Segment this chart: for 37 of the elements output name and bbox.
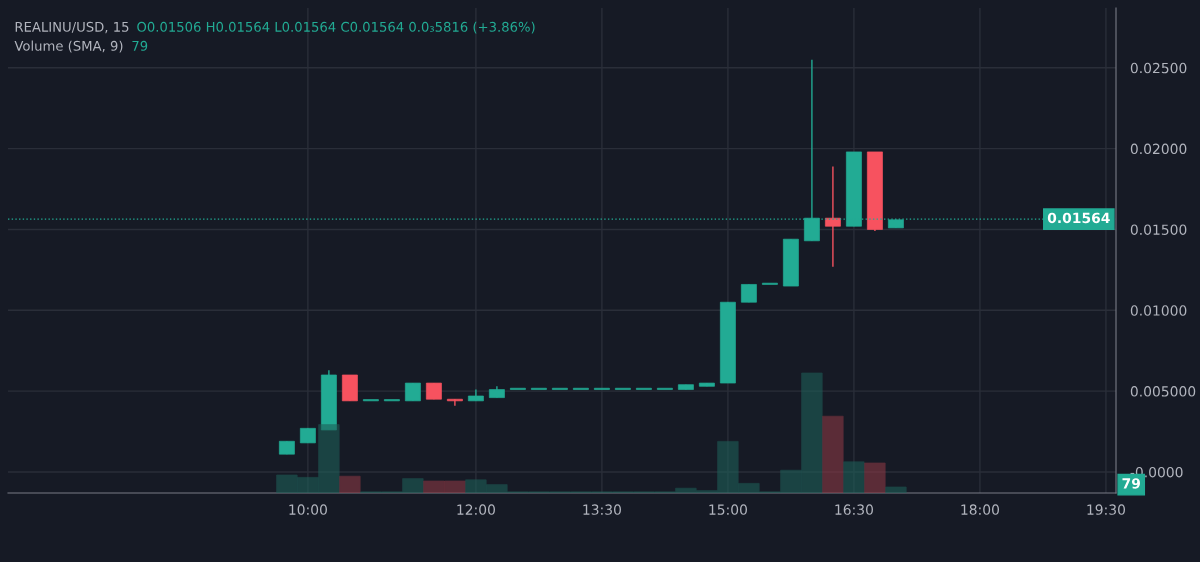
- bar: [276, 474, 298, 493]
- bar: [801, 372, 823, 493]
- x-tick-label: 16:30: [835, 504, 873, 515]
- bar: [822, 415, 844, 493]
- bar: [675, 487, 697, 493]
- x-tick-label: 15:00: [709, 504, 747, 515]
- chart-title: Volume (SMA, 9): [14, 40, 123, 53]
- y-tick-label: 0.02000: [1130, 143, 1187, 155]
- x-tick-label: 12:00: [457, 504, 495, 515]
- annotation: 79: [132, 40, 148, 51]
- bar: [339, 475, 361, 493]
- y-tick-label: 0.01000: [1130, 305, 1187, 316]
- x-tick-label: 10:00: [289, 504, 327, 515]
- bar: [780, 469, 802, 493]
- candlestick: [825, 165, 841, 268]
- x-tick-label: 13:30: [583, 504, 621, 515]
- bar: [864, 462, 886, 493]
- x-tick-label: 19:30: [1087, 504, 1126, 515]
- bar: [717, 441, 739, 493]
- text: REALINU/USD, 15: [15, 21, 129, 34]
- text: 79: [1122, 478, 1140, 489]
- bar: [738, 483, 760, 493]
- bar: [843, 461, 865, 493]
- y-tick-label: 0.02500: [1130, 62, 1187, 74]
- bar: [297, 477, 319, 493]
- ref-line-label: 0.01564: [1047, 212, 1110, 224]
- bar: [423, 480, 445, 493]
- bar: [402, 478, 424, 493]
- y-tick-label: 0.005000: [1130, 386, 1196, 397]
- annotation: O0.01506 H0.01564 L0.01564 C0.01564 0.0₃5816 (+3.86%): [137, 21, 535, 34]
- bar: [444, 480, 466, 493]
- y-tick-label: 0.01500: [1130, 224, 1187, 235]
- bar: [696, 490, 718, 493]
- bar: [486, 484, 508, 493]
- x-tick-label: 18:00: [961, 504, 1000, 515]
- bar: [465, 479, 487, 493]
- bar: [885, 486, 907, 493]
